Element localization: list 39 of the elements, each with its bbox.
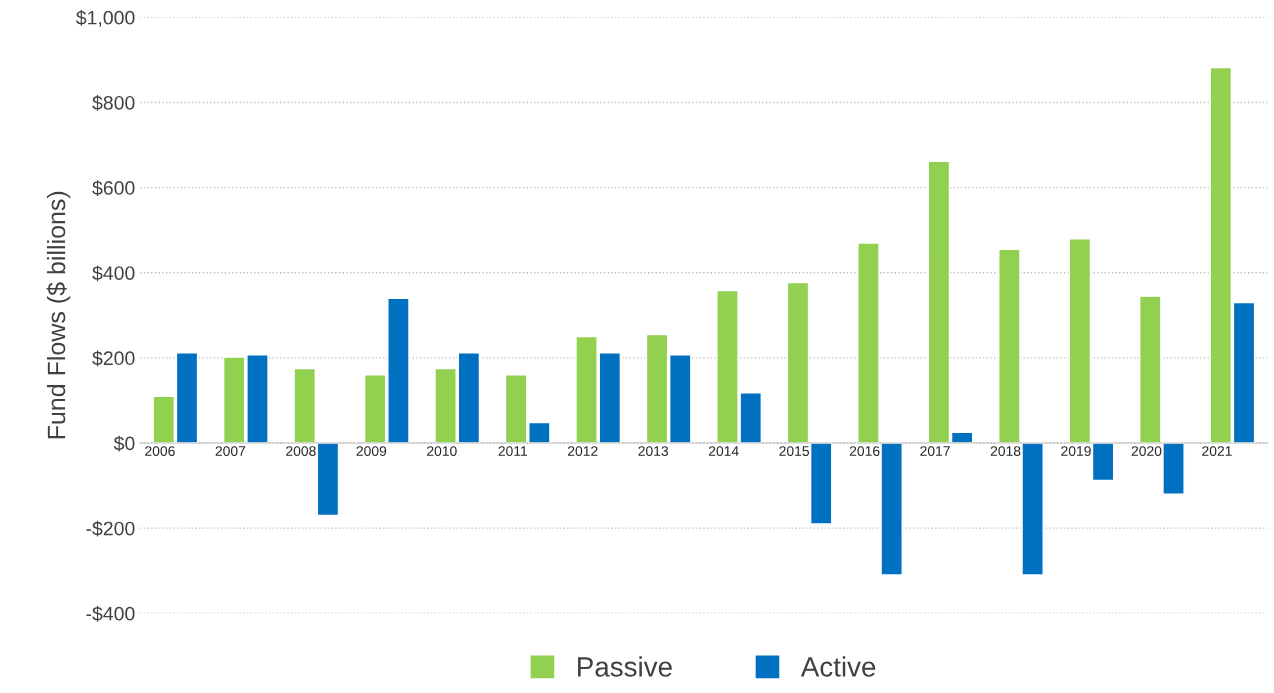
x-tick-label: 2011 <box>498 446 528 456</box>
bar <box>857 242 880 444</box>
bar <box>293 367 316 444</box>
bar <box>1091 442 1115 482</box>
legend-label: Active <box>800 656 876 677</box>
x-tick-label: 2020 <box>1131 446 1162 456</box>
bar <box>880 442 903 576</box>
y-tick-label: $800 <box>92 95 135 111</box>
bar <box>1021 442 1044 576</box>
bar <box>998 248 1021 444</box>
x-tick-label: 2009 <box>356 446 387 456</box>
x-tick-label: 2018 <box>990 446 1021 456</box>
bar <box>316 442 340 517</box>
legend-label: Passive <box>578 656 672 677</box>
x-tick-label: 2012 <box>567 446 598 456</box>
x-tick-label: 2016 <box>849 446 880 456</box>
y-tick-label: -$400 <box>86 605 135 622</box>
x-tick-label: 2007 <box>215 446 246 456</box>
y-tick-label: $400 <box>92 265 135 282</box>
x-tick-label: 2013 <box>638 446 669 456</box>
x-tick-label: 2019 <box>1061 446 1091 456</box>
y-tick-label: $0 <box>113 435 135 452</box>
bar <box>1162 442 1185 495</box>
bar <box>786 281 810 444</box>
y-axis-title: Fund Flows ($ billions) <box>46 191 71 439</box>
y-tick-label: $600 <box>92 180 135 196</box>
x-tick-label: 2021 <box>1202 446 1232 456</box>
x-tick-label: 2010 <box>427 446 457 456</box>
y-tick-label: -$200 <box>86 520 135 537</box>
bar <box>1139 295 1162 444</box>
x-tick-label: 2008 <box>286 446 316 456</box>
x-tick-label: 2015 <box>779 446 810 456</box>
bar <box>1068 237 1092 444</box>
bar <box>809 442 833 525</box>
y-tick-label: $200 <box>92 350 135 367</box>
x-tick-label: 2017 <box>920 446 950 456</box>
x-tick-label: 2006 <box>145 446 175 456</box>
y-tick-label: $1,000 <box>76 9 135 27</box>
x-tick-label: 2014 <box>708 446 739 456</box>
